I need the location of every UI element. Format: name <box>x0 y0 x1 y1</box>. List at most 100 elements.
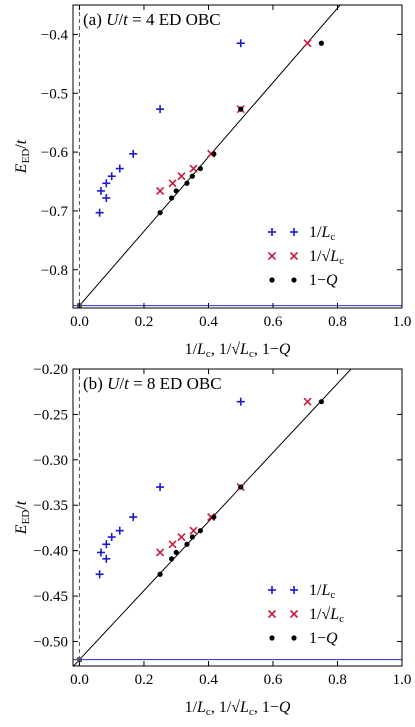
data-point-plus <box>102 554 111 563</box>
panel-b: 0.0 0.2 0.4 0.6 0.8 1.0 −0.20 −0.25 −0.30 −0.35 −0… <box>13 362 412 718</box>
data-point-dot <box>197 165 204 172</box>
legend-marker-cross <box>289 609 299 619</box>
data-point-cross <box>156 186 165 195</box>
data-point-plus <box>115 164 124 173</box>
series-cross <box>156 39 312 195</box>
data-point-plus <box>102 540 111 549</box>
legend-label-plus: 1/Lc <box>309 582 335 601</box>
y-tick-label: −0.30 <box>33 453 68 469</box>
data-point-dot <box>169 195 175 201</box>
data-point-dot <box>173 188 179 194</box>
data-point-plus <box>102 193 111 202</box>
x-tick-label: 1.0 <box>393 672 412 688</box>
series-dot <box>157 40 324 216</box>
data-point-dot <box>184 541 190 547</box>
x-tick-label: 0.4 <box>199 314 218 330</box>
data-point-plus <box>236 397 245 406</box>
data-point-cross <box>168 540 177 549</box>
legend-marker-dot <box>269 635 275 641</box>
data-point-plus <box>115 526 124 535</box>
data-point-dot <box>238 484 244 490</box>
fit-line <box>76 5 341 308</box>
legend-marker-cross <box>267 609 277 619</box>
plot-area <box>73 5 402 308</box>
data-point-plus <box>236 39 245 48</box>
y-tick-label: −0.45 <box>33 589 68 605</box>
data-point-plus <box>95 570 104 579</box>
data-point-plus <box>96 548 105 557</box>
legend-marker-plus <box>290 586 298 594</box>
series-dot <box>157 399 324 577</box>
data-point-plus <box>129 513 138 522</box>
y-tick-label: −0.20 <box>33 362 68 378</box>
data-point-cross <box>177 172 186 181</box>
legend-marker-cross <box>267 251 277 261</box>
x-tick-label: 0.8 <box>328 672 347 688</box>
legend-label-cross: 1/√Lc <box>309 248 344 267</box>
panel-title: (a) U/t = 4 ED OBC <box>83 10 221 29</box>
x-tick-label: 0.6 <box>264 314 283 330</box>
data-point-dot <box>318 399 324 405</box>
x-tick-label: 0.6 <box>264 672 283 688</box>
legend-label-cross: 1/√Lc <box>309 606 344 625</box>
data-point-dot <box>211 151 217 157</box>
data-point-plus <box>102 179 111 188</box>
data-point-plus <box>96 186 105 195</box>
x-tick-label: 1.0 <box>393 314 412 330</box>
y-tick-label: −0.40 <box>33 544 68 560</box>
data-point-plus <box>95 208 104 217</box>
data-point-dot <box>197 528 204 534</box>
legend-marker-dot <box>291 635 297 641</box>
x-tick-label: 0.8 <box>328 314 347 330</box>
series-plus <box>95 397 245 579</box>
data-point-plus <box>156 105 165 114</box>
y-axis-label: EED/t <box>13 139 32 174</box>
data-point-dot <box>211 514 217 520</box>
data-point-dot <box>189 173 195 179</box>
panel-title: (b) U/t = 8 ED OBC <box>83 374 222 393</box>
legend-marker-dot <box>269 277 275 283</box>
panel-a: 0.0 0.2 0.4 0.6 0.8 1.0 −0.4 −0.5 −0.6 −0.7 −0.8 (a… <box>13 4 412 360</box>
data-point-cross <box>168 179 177 188</box>
series-cross <box>156 397 312 557</box>
y-tick-label: −0.6 <box>41 145 69 161</box>
plot-frame <box>72 368 403 667</box>
y-tick-label: −0.7 <box>41 204 69 220</box>
plot-area <box>73 369 402 666</box>
data-point-cross <box>177 532 186 542</box>
plot-frame <box>72 4 403 309</box>
legend-marker-cross <box>289 251 299 261</box>
y-tick-label: −0.35 <box>33 498 68 514</box>
x-tick-label: 0.2 <box>135 314 154 330</box>
y-tick-label: −0.50 <box>33 634 68 650</box>
legend-marker-plus <box>268 228 276 236</box>
legend-label-dot: 1−Q <box>309 630 338 647</box>
x-tick-label: 0.0 <box>70 314 89 330</box>
data-point-dot <box>189 534 195 540</box>
legend-marker-dot <box>291 277 297 283</box>
x-tick-label: 0.4 <box>199 672 218 688</box>
data-point-cross <box>303 397 312 406</box>
data-point-dot <box>157 210 163 216</box>
data-point-dot <box>157 571 163 577</box>
series-plus <box>95 39 245 217</box>
data-point-dot <box>169 556 175 562</box>
x-tick-label: 0.0 <box>70 672 89 688</box>
x-axis-label: 1/Lc, 1/√Lc, 1−Q <box>185 341 291 360</box>
x-axis-label: 1/Lc, 1/√Lc, 1−Q <box>185 699 291 718</box>
legend: 1/Lc 1/√Lc 1−Q <box>267 224 344 289</box>
legend-label-dot: 1−Q <box>309 272 338 289</box>
y-tick-label: −0.8 <box>41 263 68 279</box>
y-tick-label: −0.5 <box>41 86 68 102</box>
legend-marker-plus <box>268 586 276 594</box>
data-point-cross <box>156 548 165 557</box>
legend-marker-plus <box>290 228 298 236</box>
data-point-cross <box>303 39 312 48</box>
y-tick-label: −0.25 <box>33 407 68 423</box>
data-point-plus <box>107 533 116 542</box>
data-point-dot <box>318 40 324 46</box>
data-point-plus <box>156 483 165 492</box>
data-point-dot <box>184 180 190 186</box>
data-point-dot <box>173 549 179 556</box>
